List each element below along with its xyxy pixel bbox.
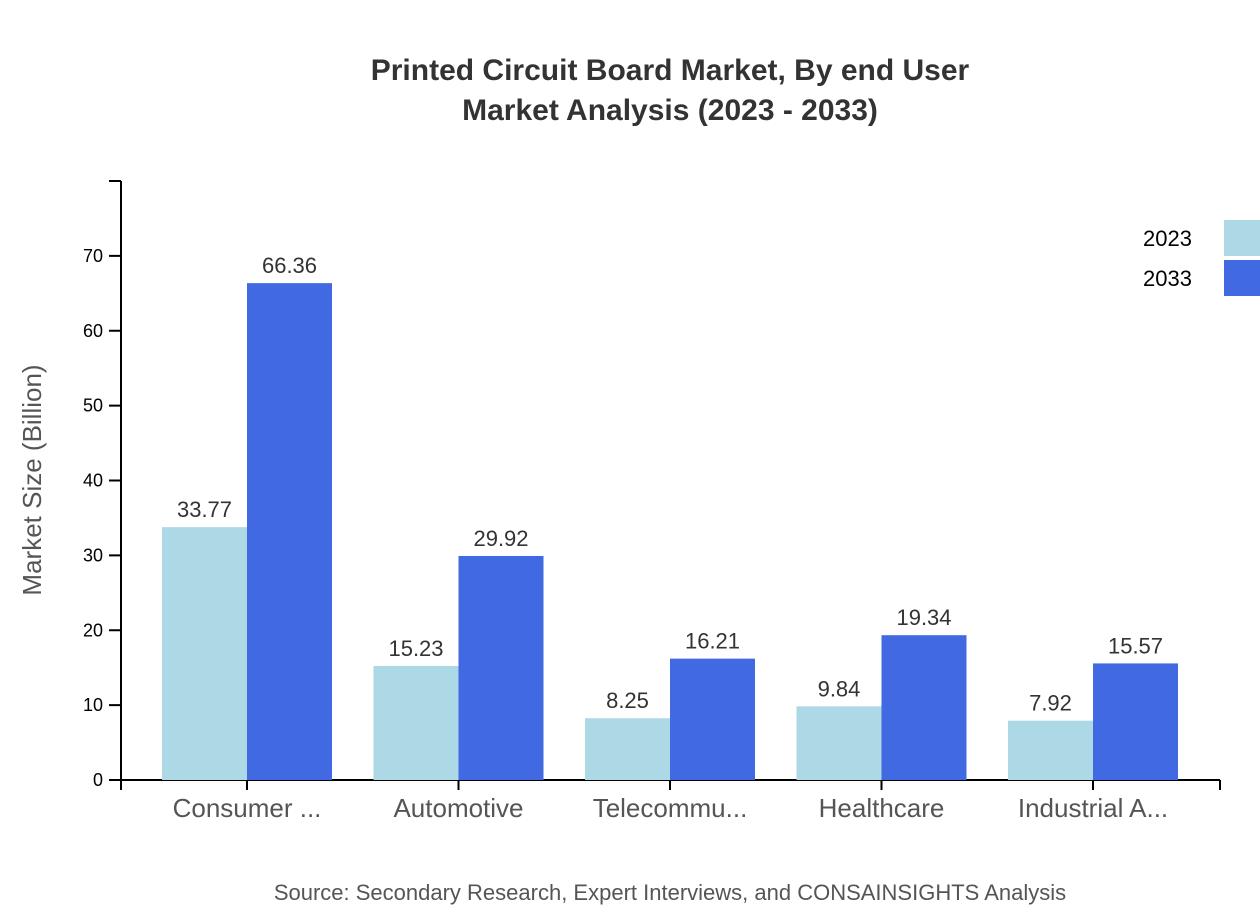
legend-label: 2023 <box>1143 226 1192 251</box>
y-tick-label: 20 <box>83 620 103 640</box>
data-label: 33.77 <box>177 497 232 522</box>
x-tick-label: Automotive <box>393 793 523 823</box>
legend-swatch-2023 <box>1224 220 1260 256</box>
x-tick-label: Industrial A... <box>1018 793 1168 823</box>
data-label: 15.57 <box>1108 633 1163 658</box>
x-tick-label: Consumer ... <box>173 793 322 823</box>
bar-2023 <box>796 706 882 780</box>
bar-2023 <box>1008 720 1093 780</box>
y-tick-label: 60 <box>83 321 103 341</box>
y-tick-label: 50 <box>83 396 103 416</box>
bar-2033 <box>247 283 332 780</box>
legend-swatch-2033 <box>1224 260 1260 296</box>
y-tick-label: 10 <box>83 695 103 715</box>
y-axis-label: Market Size (Billion) <box>17 364 47 595</box>
data-label: 29.92 <box>473 526 528 551</box>
chart-title-line-2: Market Analysis (2023 - 2033) <box>462 94 878 127</box>
y-tick-label: 0 <box>93 770 103 790</box>
data-label: 7.92 <box>1029 691 1072 716</box>
bar-2023 <box>162 527 247 780</box>
data-label: 16.21 <box>685 629 740 654</box>
bar-2033 <box>881 635 967 780</box>
legend: 2023 2033 <box>1143 220 1260 296</box>
data-label: 8.25 <box>606 688 649 713</box>
data-label: 15.23 <box>388 636 443 661</box>
bar-2033 <box>1093 663 1178 780</box>
bar-2023 <box>585 718 670 780</box>
x-tick-label: Healthcare <box>819 793 945 823</box>
bars: 33.77 66.36 15.23 29.92 8.25 16.21 9.84 19.34 7.… <box>162 253 1178 780</box>
bar-2023 <box>373 665 459 780</box>
axes: 0 10 20 30 40 50 60 70 Consumer ... Automotive Tel… <box>83 180 1221 823</box>
y-tick-label: 30 <box>83 545 103 565</box>
data-label: 19.34 <box>896 605 951 630</box>
legend-label: 2033 <box>1143 266 1192 291</box>
source-note: Source: Secondary Research, Expert Inter… <box>274 880 1066 905</box>
y-tick-label: 40 <box>83 471 103 491</box>
bar-2033 <box>670 658 755 780</box>
data-label: 66.36 <box>262 253 317 278</box>
bar-2033 <box>458 555 544 780</box>
y-tick-label: 70 <box>83 246 103 266</box>
x-tick-label: Telecommu... <box>593 793 748 823</box>
chart-title-line-1: Printed Circuit Board Market, By end Use… <box>371 54 970 87</box>
data-label: 9.84 <box>818 676 861 701</box>
